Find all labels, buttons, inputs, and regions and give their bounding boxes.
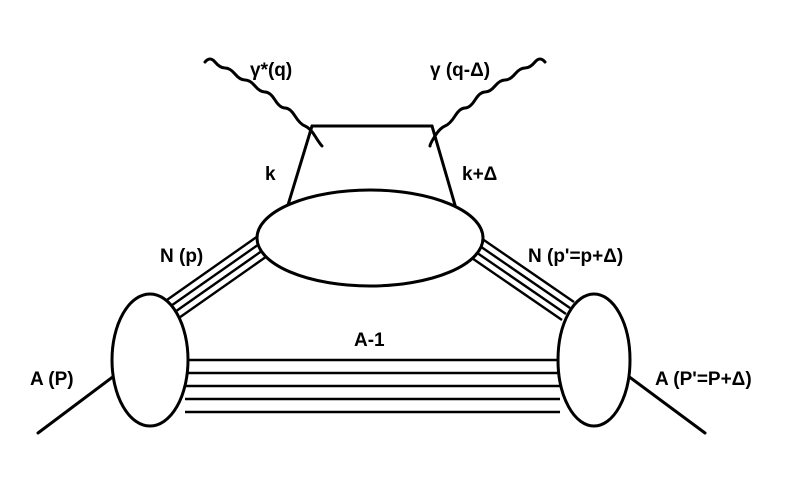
nucleon-in-lines	[163, 235, 271, 321]
central-blob	[255, 188, 485, 288]
spectator-label: A-1	[354, 330, 385, 351]
nucleus-out-label: A (P'=P+Δ)	[655, 369, 752, 390]
nucleus-out-line	[618, 368, 707, 435]
nucleus-in-line	[36, 368, 124, 435]
left-nucleus-blob	[110, 292, 190, 428]
spectator-lines	[185, 358, 560, 414]
nucleon-in-label: N (p)	[160, 246, 203, 267]
nucleus-in-label: A (P)	[30, 369, 74, 390]
photon-out-label: γ (q-Δ)	[430, 60, 490, 81]
right-nucleus-blob	[556, 292, 632, 428]
photon-in-line	[203, 57, 324, 148]
quark-right-label: k+Δ	[462, 164, 497, 185]
quark-left-label: k	[265, 164, 276, 185]
quark-right-line	[430, 124, 457, 207]
quark-left-line	[286, 124, 314, 207]
photon-in-label: γ*(q)	[250, 60, 292, 81]
nucleon-out-label: N (p'=p+Δ)	[528, 246, 623, 267]
nucleon-out-lines	[465, 235, 575, 321]
photon-out-line	[428, 57, 547, 148]
